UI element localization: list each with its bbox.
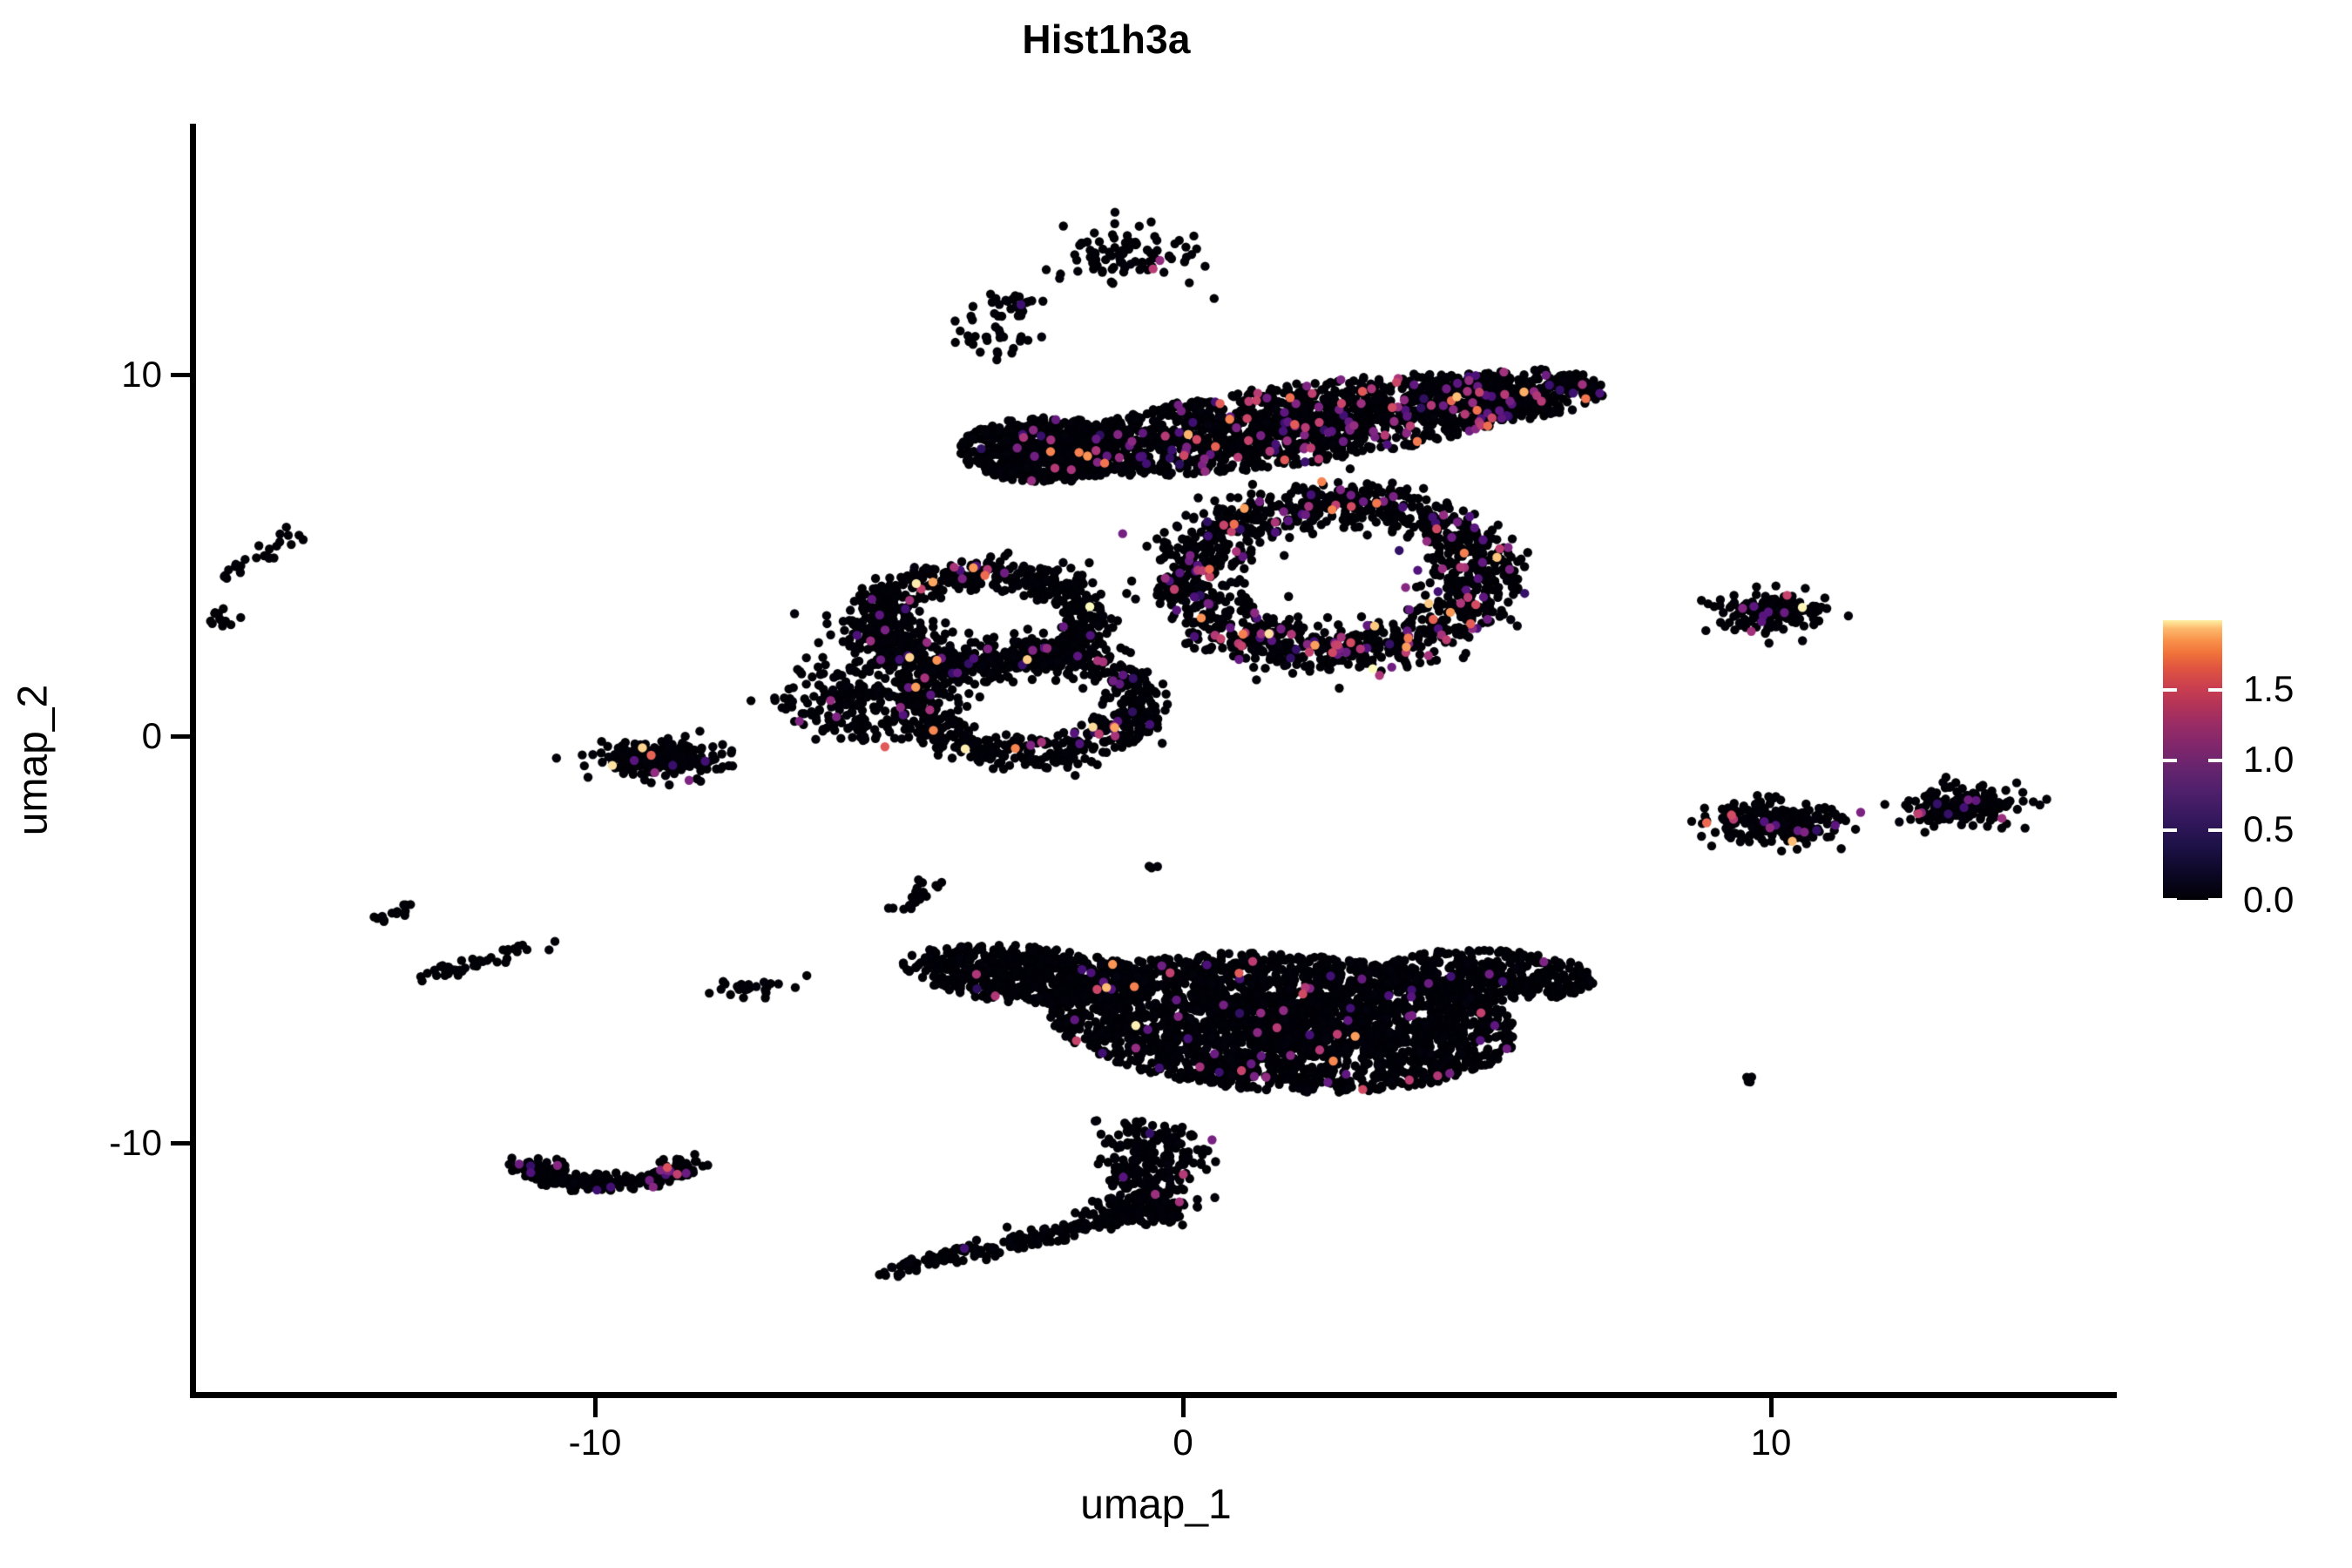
y-tick-label: -10 [109, 1122, 162, 1163]
y-axis-label: umap_2 [10, 684, 57, 836]
x-tick-label: 0 [1173, 1422, 1193, 1463]
colorbar-tick-label: 1.5 [2243, 668, 2295, 709]
x-tick-label: 10 [1750, 1422, 1792, 1463]
y-axis-line [190, 124, 196, 1398]
colorbar-tick [2208, 688, 2222, 692]
colorbar-tick [2208, 759, 2222, 762]
colorbar-tick-label: 0.5 [2243, 808, 2295, 849]
y-tick-mark [171, 734, 190, 739]
colorbar-tick [2163, 759, 2177, 762]
y-tick-label: 10 [121, 354, 162, 395]
y-tick-label: 0 [141, 715, 162, 756]
colorbar-tick [2163, 688, 2177, 692]
colorbar-tick [2163, 828, 2177, 832]
x-tick-mark [593, 1398, 598, 1417]
colorbar-tick-label: 0.0 [2243, 879, 2295, 920]
colorbar-tick-label: 1.0 [2243, 739, 2295, 780]
y-tick-mark [171, 1141, 190, 1146]
x-axis-line [190, 1392, 2117, 1398]
y-tick-mark [171, 373, 190, 377]
colorbar-tick [2163, 898, 2177, 902]
x-tick-mark [1769, 1398, 1774, 1417]
colorbar-tick [2208, 898, 2222, 902]
x-tick-mark [1181, 1398, 1186, 1417]
x-axis-label: umap_1 [1080, 1482, 1232, 1528]
x-tick-label: -10 [568, 1422, 622, 1463]
colorbar-tick [2208, 828, 2222, 832]
colorbar-legend: 0.0 0.5 1.0 1.5 [2163, 620, 2346, 920]
